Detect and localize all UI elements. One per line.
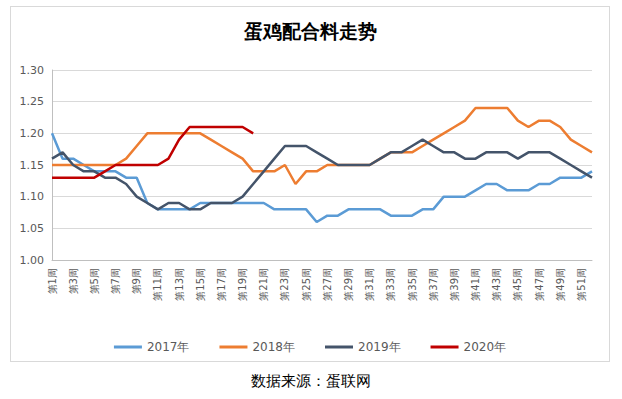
svg-text:第41周: 第41周 — [470, 268, 481, 301]
svg-text:2017年: 2017年 — [147, 340, 190, 354]
svg-text:第51周: 第51周 — [576, 268, 587, 301]
svg-text:第7周: 第7周 — [110, 268, 121, 294]
svg-text:第45周: 第45周 — [512, 268, 523, 301]
svg-text:第47周: 第47周 — [534, 268, 545, 301]
svg-text:1.10: 1.10 — [20, 190, 45, 203]
svg-text:第1周: 第1周 — [47, 268, 58, 294]
svg-text:第11周: 第11周 — [152, 268, 163, 301]
svg-text:2018年: 2018年 — [252, 340, 295, 354]
svg-text:第49周: 第49周 — [555, 268, 566, 301]
svg-text:蛋鸡配合料走势: 蛋鸡配合料走势 — [243, 20, 377, 42]
svg-text:1.05: 1.05 — [20, 222, 45, 235]
svg-text:第15周: 第15周 — [195, 268, 206, 301]
svg-text:1.30: 1.30 — [20, 64, 45, 77]
svg-text:第29周: 第29周 — [343, 268, 354, 301]
svg-text:2019年: 2019年 — [358, 340, 401, 354]
svg-text:第33周: 第33周 — [385, 268, 396, 301]
svg-text:第27周: 第27周 — [322, 268, 333, 301]
svg-text:第23周: 第23周 — [279, 268, 290, 301]
svg-text:第5周: 第5周 — [89, 268, 100, 294]
svg-text:1.00: 1.00 — [20, 254, 45, 267]
svg-text:第13周: 第13周 — [174, 268, 185, 301]
svg-text:第17周: 第17周 — [216, 268, 227, 301]
svg-text:第19周: 第19周 — [237, 268, 248, 301]
svg-text:1.20: 1.20 — [20, 127, 45, 140]
svg-text:1.25: 1.25 — [20, 95, 45, 108]
html-text:数据来源：蛋联网: 数据来源：蛋联网 — [251, 372, 371, 390]
svg-text:第31周: 第31周 — [364, 268, 375, 301]
svg-text:第39周: 第39周 — [449, 268, 460, 301]
svg-text:第43周: 第43周 — [491, 268, 502, 301]
svg-text:第25周: 第25周 — [301, 268, 312, 301]
svg-text:1.15: 1.15 — [20, 159, 45, 172]
svg-text:2020年: 2020年 — [464, 340, 507, 354]
svg-text:第37周: 第37周 — [428, 268, 439, 301]
svg-text:第21周: 第21周 — [258, 268, 269, 301]
svg-text:第35周: 第35周 — [407, 268, 418, 301]
svg-text:第3周: 第3周 — [68, 268, 79, 294]
svg-text:第9周: 第9周 — [131, 268, 142, 294]
